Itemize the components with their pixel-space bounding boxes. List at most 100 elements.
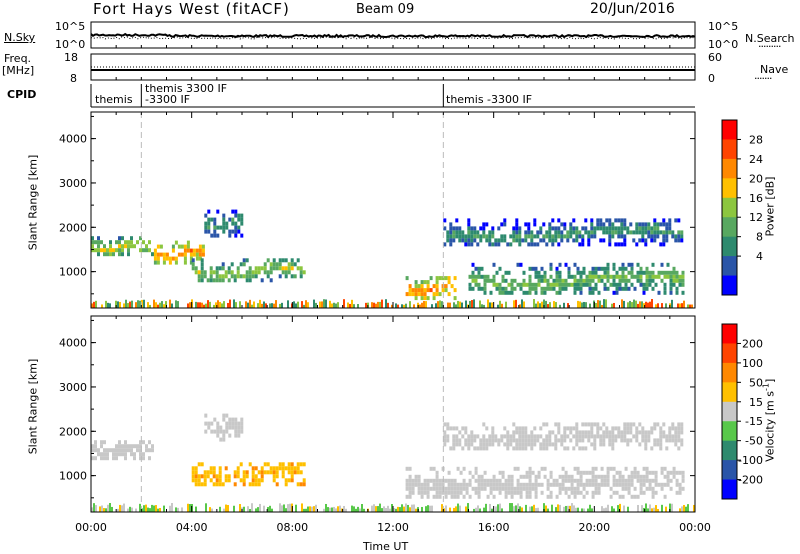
echo-cell bbox=[648, 278, 652, 283]
ground-scatter bbox=[353, 304, 355, 308]
echo-cell bbox=[533, 222, 537, 227]
date-title: 20/Jun/2016 bbox=[590, 1, 675, 17]
echo-cell bbox=[620, 430, 624, 435]
echo-cell bbox=[414, 288, 418, 293]
echo-cell bbox=[426, 284, 430, 289]
echo-cell bbox=[609, 282, 613, 287]
echo-cell bbox=[663, 290, 667, 295]
echo-cell bbox=[648, 482, 652, 487]
ground-scatter bbox=[187, 503, 189, 512]
echo-cell bbox=[536, 438, 540, 443]
echo-cell bbox=[558, 290, 562, 295]
echo-cell bbox=[621, 474, 625, 479]
echo-cell bbox=[624, 286, 628, 291]
ground-scatter bbox=[491, 508, 493, 512]
echo-cell bbox=[591, 290, 595, 295]
echo-cell bbox=[468, 282, 472, 287]
echo-cell bbox=[254, 466, 258, 471]
echo-cell bbox=[533, 438, 537, 443]
echo-cell bbox=[543, 270, 547, 275]
echo-cell bbox=[653, 222, 657, 227]
ground-scatter bbox=[275, 300, 277, 308]
echo-cell bbox=[153, 252, 157, 257]
ground-scatter bbox=[93, 503, 95, 512]
echo-cell bbox=[489, 290, 493, 295]
ground-scatter bbox=[333, 302, 335, 308]
echo-cell bbox=[446, 234, 450, 239]
echo-cell bbox=[100, 248, 103, 253]
echo-cell bbox=[210, 217, 214, 222]
ground-scatter bbox=[671, 299, 673, 308]
echo-cell bbox=[201, 248, 205, 253]
echo-cell bbox=[426, 490, 430, 495]
echo-cell bbox=[662, 422, 666, 427]
echo-cell bbox=[447, 292, 451, 297]
echo-cell bbox=[594, 266, 598, 271]
echo-cell bbox=[584, 226, 588, 231]
echo-cell bbox=[588, 478, 592, 483]
echo-cell bbox=[588, 278, 592, 283]
ground-scatter bbox=[159, 507, 161, 512]
echo-cell bbox=[417, 292, 421, 297]
echo-cell bbox=[287, 466, 291, 471]
ground-scatter bbox=[121, 505, 123, 512]
echo-cell bbox=[596, 434, 600, 439]
echo-cell bbox=[486, 494, 490, 499]
ground-scatter bbox=[255, 508, 257, 512]
echo-cell bbox=[524, 426, 528, 431]
echo-cell bbox=[677, 446, 681, 451]
echo-cell bbox=[555, 266, 559, 271]
echo-cell bbox=[488, 234, 492, 239]
echo-cell bbox=[599, 426, 603, 431]
echo-cell bbox=[561, 486, 565, 491]
echo-cell bbox=[542, 222, 546, 227]
ground-scatter bbox=[271, 508, 273, 512]
ground-scatter bbox=[161, 301, 163, 308]
echo-cell bbox=[629, 430, 633, 435]
echo-cell bbox=[582, 470, 586, 475]
echo-cell bbox=[109, 244, 112, 249]
echo-cell bbox=[441, 288, 445, 293]
ground-scatter bbox=[431, 304, 433, 308]
ground-scatter bbox=[297, 301, 299, 308]
echo-cell bbox=[590, 230, 594, 235]
echo-cell bbox=[240, 417, 244, 422]
echo-cell bbox=[591, 494, 595, 499]
echo-cell bbox=[467, 242, 471, 247]
ground-scatter bbox=[661, 504, 663, 512]
nsearch-tick-top: 10^5 bbox=[708, 20, 739, 33]
echo-cell bbox=[417, 474, 421, 479]
echo-cell bbox=[636, 494, 640, 499]
ground-scatter bbox=[559, 304, 561, 308]
echo-cell bbox=[560, 222, 564, 227]
echo-cell bbox=[139, 444, 142, 449]
echo-cell bbox=[615, 270, 619, 275]
echo-cell bbox=[662, 238, 666, 243]
xaxis-title: Time UT bbox=[363, 540, 409, 553]
ground-scatter bbox=[669, 503, 671, 512]
echo-cell bbox=[579, 270, 583, 275]
echo-cell bbox=[405, 486, 409, 491]
echo-cell bbox=[171, 244, 175, 249]
ground-scatter bbox=[455, 506, 457, 512]
echo-cell bbox=[521, 430, 525, 435]
echo-cell bbox=[549, 262, 553, 267]
echo-cell bbox=[97, 244, 100, 249]
ground-scatter bbox=[239, 301, 241, 308]
echo-cell bbox=[671, 422, 675, 427]
echo-cell bbox=[254, 482, 258, 487]
echo-cell bbox=[197, 474, 201, 479]
echo-cell bbox=[97, 240, 100, 245]
echo-cell bbox=[677, 234, 681, 239]
echo-cell bbox=[572, 230, 576, 235]
echo-cell bbox=[542, 438, 546, 443]
echo-cell bbox=[474, 274, 478, 279]
echo-cell bbox=[482, 226, 486, 231]
echo-cell bbox=[269, 466, 273, 471]
echo-cell bbox=[230, 262, 234, 267]
echo-cell bbox=[183, 256, 187, 261]
echo-cell bbox=[443, 218, 447, 223]
ground-scatter bbox=[99, 506, 101, 512]
ground-scatter bbox=[195, 506, 197, 512]
echo-cell bbox=[612, 478, 616, 483]
